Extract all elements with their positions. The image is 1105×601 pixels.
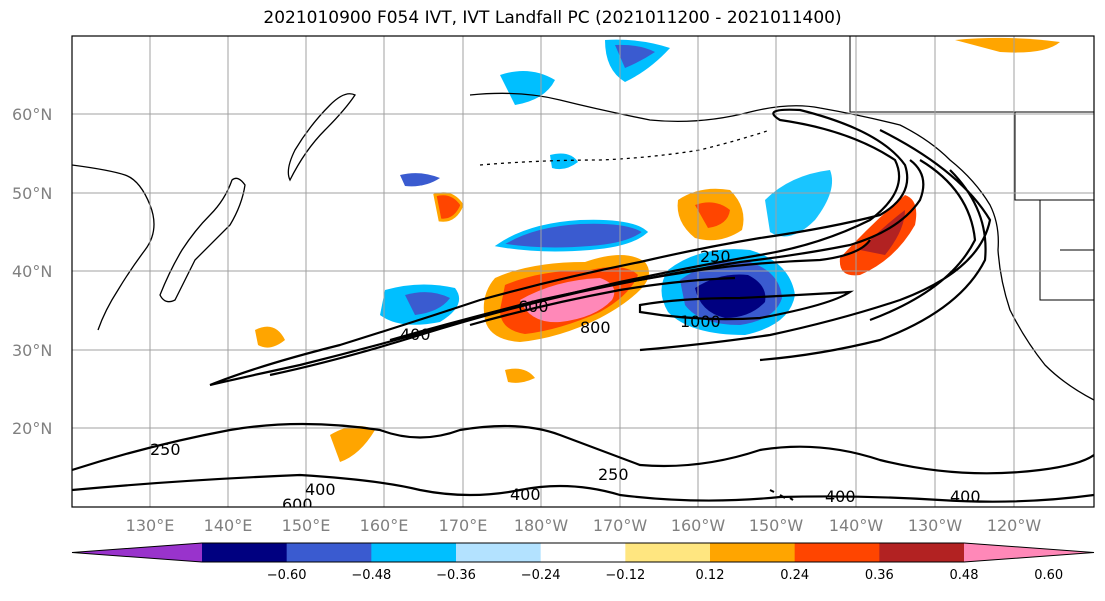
contour-label: 400 bbox=[825, 487, 856, 506]
anomaly-fill-layer bbox=[255, 37, 1060, 462]
lon-label: 140°E bbox=[204, 516, 253, 535]
colorbar-segment bbox=[625, 543, 711, 562]
colorbar-tick-label: 0.36 bbox=[865, 568, 894, 583]
colorbar-extend-low bbox=[72, 543, 202, 562]
negative-anomaly-core bbox=[695, 274, 766, 318]
contour-250-south bbox=[72, 422, 1094, 475]
contour-label: 1000 bbox=[680, 312, 721, 331]
lon-label: 130°E bbox=[126, 516, 175, 535]
colorbar-segment bbox=[286, 543, 372, 562]
contour-label: 250 bbox=[598, 465, 629, 484]
colorbar-tick-label: −0.24 bbox=[521, 568, 561, 583]
contour-800 bbox=[469, 276, 736, 327]
lon-label: 150°W bbox=[749, 516, 804, 535]
contour-label: 250 bbox=[700, 247, 731, 266]
lon-label: 160°E bbox=[360, 516, 409, 535]
contour-label: 250 bbox=[150, 440, 181, 459]
contour-label: 400 bbox=[305, 480, 336, 499]
lon-label: 170°E bbox=[439, 516, 488, 535]
contour-east-arc bbox=[639, 129, 992, 362]
map-frame bbox=[71, 35, 1095, 508]
lat-label: 60°N bbox=[12, 105, 52, 124]
contour-label: 600 bbox=[282, 495, 313, 514]
lon-label: 170°W bbox=[593, 516, 648, 535]
gridlines bbox=[72, 36, 1094, 507]
lon-label: 130°W bbox=[908, 516, 963, 535]
colorbar-tick-label: −0.12 bbox=[605, 568, 645, 583]
aleutian-arc bbox=[479, 129, 771, 166]
lon-label: 180°W bbox=[514, 516, 569, 535]
colorbar-tick-label: 0.60 bbox=[1034, 568, 1063, 583]
colorbar-segment bbox=[202, 543, 288, 562]
contour-1000 bbox=[638, 290, 855, 321]
colorbar-tick-label: −0.48 bbox=[351, 568, 391, 583]
map-plot-area: 250 600 800 1000 400 250 400 600 400 250… bbox=[72, 36, 1094, 514]
map-title: 2021010900 F054 IVT, IVT Landfall PC (20… bbox=[263, 8, 842, 28]
colorbar-segment bbox=[710, 543, 796, 562]
colorbar-segment bbox=[456, 543, 542, 562]
japan-coast bbox=[159, 177, 246, 303]
kamchatka-coast bbox=[287, 93, 356, 182]
asia-coast bbox=[72, 164, 155, 331]
colorbar-segment bbox=[879, 543, 965, 562]
contour-label: 600 bbox=[518, 297, 549, 316]
colorbar-segment bbox=[540, 543, 626, 562]
na-west-coast bbox=[997, 249, 1094, 401]
colorbar-segment bbox=[794, 543, 880, 562]
coastlines bbox=[72, 92, 1094, 501]
contour-400-south bbox=[72, 473, 1094, 503]
latitude-labels: 60°N 50°N 40°N 30°N 20°N bbox=[12, 105, 52, 438]
colorbar-tick-label: 0.24 bbox=[780, 568, 809, 583]
lon-label: 150°E bbox=[282, 516, 331, 535]
colorbar-tick-label: −0.36 bbox=[436, 568, 476, 583]
lon-label: 160°W bbox=[671, 516, 726, 535]
contour-label: 400 bbox=[950, 487, 981, 506]
contour-label: 400 bbox=[400, 325, 431, 344]
contour-label: 400 bbox=[510, 485, 541, 504]
colorbar-extend-high bbox=[964, 543, 1094, 562]
alaska-coast bbox=[469, 92, 999, 251]
colorbar-outline bbox=[71, 542, 1095, 563]
contour-600 bbox=[389, 239, 871, 342]
contour-label: 800 bbox=[580, 318, 611, 337]
colorbar-tick-label: −0.60 bbox=[267, 568, 307, 583]
colorbar-tick-label: 0.12 bbox=[696, 568, 725, 583]
ivt-contours bbox=[72, 108, 1094, 503]
colorbar: −0.60 −0.48 −0.36 −0.24 −0.12 0.12 0.24 0.36 0.4… bbox=[71, 542, 1095, 583]
lon-label: 120°W bbox=[987, 516, 1042, 535]
contour-label-layer: 250 600 800 1000 400 250 400 600 400 250… bbox=[150, 247, 981, 514]
lat-label: 50°N bbox=[12, 184, 52, 203]
lat-label: 20°N bbox=[12, 419, 52, 438]
lat-label: 40°N bbox=[12, 262, 52, 281]
colorbar-tick-label: 0.48 bbox=[950, 568, 979, 583]
lon-label: 140°W bbox=[829, 516, 884, 535]
negative-streak bbox=[765, 170, 833, 237]
colorbar-segment bbox=[371, 543, 457, 562]
political-borders bbox=[849, 36, 1094, 301]
negative-band-45n bbox=[494, 219, 649, 252]
longitude-labels: 130°E 140°E 150°E 160°E 170°E 180°W 170°… bbox=[126, 516, 1042, 535]
lat-label: 30°N bbox=[12, 341, 52, 360]
